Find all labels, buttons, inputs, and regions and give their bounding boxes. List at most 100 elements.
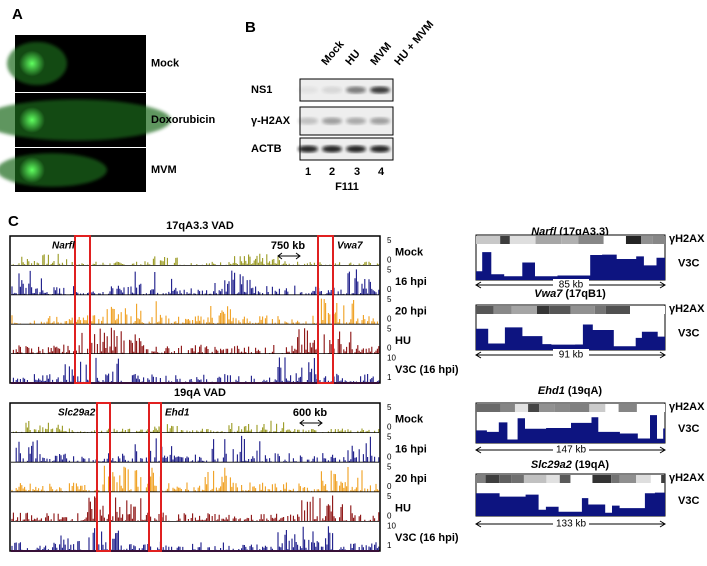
row-label: Mock (151, 57, 180, 69)
heat-cell (605, 306, 631, 314)
row-label: ACTB (251, 143, 282, 155)
comet-head (19, 107, 45, 133)
band (322, 145, 342, 153)
heat-cell (641, 236, 653, 244)
signal-track (11, 253, 380, 266)
heat-cell (500, 236, 510, 244)
row-name: 20 hpi (395, 473, 427, 485)
label-bg (553, 349, 589, 361)
band (346, 117, 366, 125)
heat-cell (592, 475, 612, 483)
v3c-profile (476, 324, 665, 350)
heat-cell (485, 475, 500, 483)
lane-label: HU + MVM (392, 19, 436, 68)
band (346, 86, 366, 94)
axis-min: 0 (387, 344, 392, 353)
heat-cell (511, 475, 524, 483)
highlight (96, 402, 111, 552)
panel-label: C (8, 213, 19, 230)
zoom-title: Slc29a2 (19qA) (531, 459, 610, 471)
heat-cell (589, 404, 606, 412)
track-frame (9, 235, 381, 384)
heat-cell (476, 236, 501, 244)
lane-number: 4 (378, 166, 385, 178)
heat-cell (605, 404, 619, 412)
comet-tail (0, 153, 107, 187)
heat-cell (657, 404, 665, 412)
heat-cell (625, 236, 642, 244)
lane-number: 3 (354, 166, 360, 178)
axis-max: 10 (387, 354, 396, 363)
lane-label: MVM (368, 40, 394, 67)
signal-track (11, 298, 378, 325)
track-label: V3C (678, 327, 699, 339)
size-label: 133 kb (556, 519, 586, 530)
axis-min: 0 (387, 423, 392, 432)
gene-name: Ehd1 (538, 385, 565, 397)
track-label: V3C (678, 495, 699, 507)
axis-max: 5 (387, 324, 392, 333)
gene-name: Vwa7 (534, 288, 563, 300)
label-bg (553, 279, 589, 291)
heat-cell (514, 404, 529, 412)
row-name: 16 hpi (395, 443, 427, 455)
size-label: 85 kb (559, 280, 584, 291)
track-label: V3C (678, 257, 699, 269)
heat-cell (509, 236, 536, 244)
axis-min: 0 (387, 285, 392, 294)
heat-cell (476, 306, 494, 314)
locus: (19qA) (575, 459, 610, 471)
heat-cell (511, 306, 537, 314)
row-name: Mock (395, 247, 424, 259)
heat-cell (561, 236, 579, 244)
size-label: 147 kb (556, 445, 586, 456)
track-label: γH2AX (669, 233, 705, 245)
heat-cell (493, 306, 512, 314)
heat-cell (549, 306, 571, 314)
heat-cell (650, 475, 662, 483)
axis-min: 1 (387, 541, 392, 550)
axis-min: 0 (387, 512, 392, 521)
row-name: Mock (395, 414, 424, 426)
scale-label: 750 kb (271, 240, 306, 252)
heat-cell (603, 236, 626, 244)
heat-cell (500, 404, 515, 412)
zoom-title: Ehd1 (19qA) (538, 385, 602, 397)
heat-cell (569, 404, 590, 412)
axis-max: 5 (387, 492, 392, 501)
heat-cell (619, 475, 637, 483)
heat-cell (535, 236, 562, 244)
signal-track (11, 526, 380, 551)
heat-cell (554, 404, 570, 412)
axis-min: 1 (387, 373, 392, 382)
axis-min: 0 (387, 452, 392, 461)
row-label: γ-H2AX (251, 115, 291, 127)
heat-cell (523, 475, 547, 483)
axis-min: 0 (387, 256, 392, 265)
row-name: HU (395, 503, 411, 515)
heat-cell (539, 404, 555, 412)
locus: (19qA) (568, 385, 603, 397)
heat-cell (611, 475, 620, 483)
signal-track (12, 327, 380, 354)
axis-min: 0 (387, 314, 392, 323)
scale-arrow (299, 419, 323, 427)
track-label: γH2AX (669, 472, 705, 484)
highlight (317, 235, 334, 384)
cell-line: F111 (335, 181, 359, 193)
band (298, 145, 318, 153)
heat-cell (630, 306, 649, 314)
gene-label: Ehd1 (165, 408, 190, 419)
heat-cell (636, 475, 651, 483)
label-bg (553, 444, 589, 456)
heat-cell (528, 404, 540, 412)
zoom-title: Vwa7 (17qB1) (534, 288, 606, 300)
heat-cell (578, 236, 604, 244)
comet-head (19, 50, 45, 77)
track-title: 19qA VAD (174, 387, 226, 399)
axis-max: 5 (387, 403, 392, 412)
track-title: 17qA3.3 VAD (166, 220, 234, 232)
comet-tail (0, 99, 171, 141)
axis-max: 5 (387, 266, 392, 275)
v3c-profile (476, 492, 665, 516)
